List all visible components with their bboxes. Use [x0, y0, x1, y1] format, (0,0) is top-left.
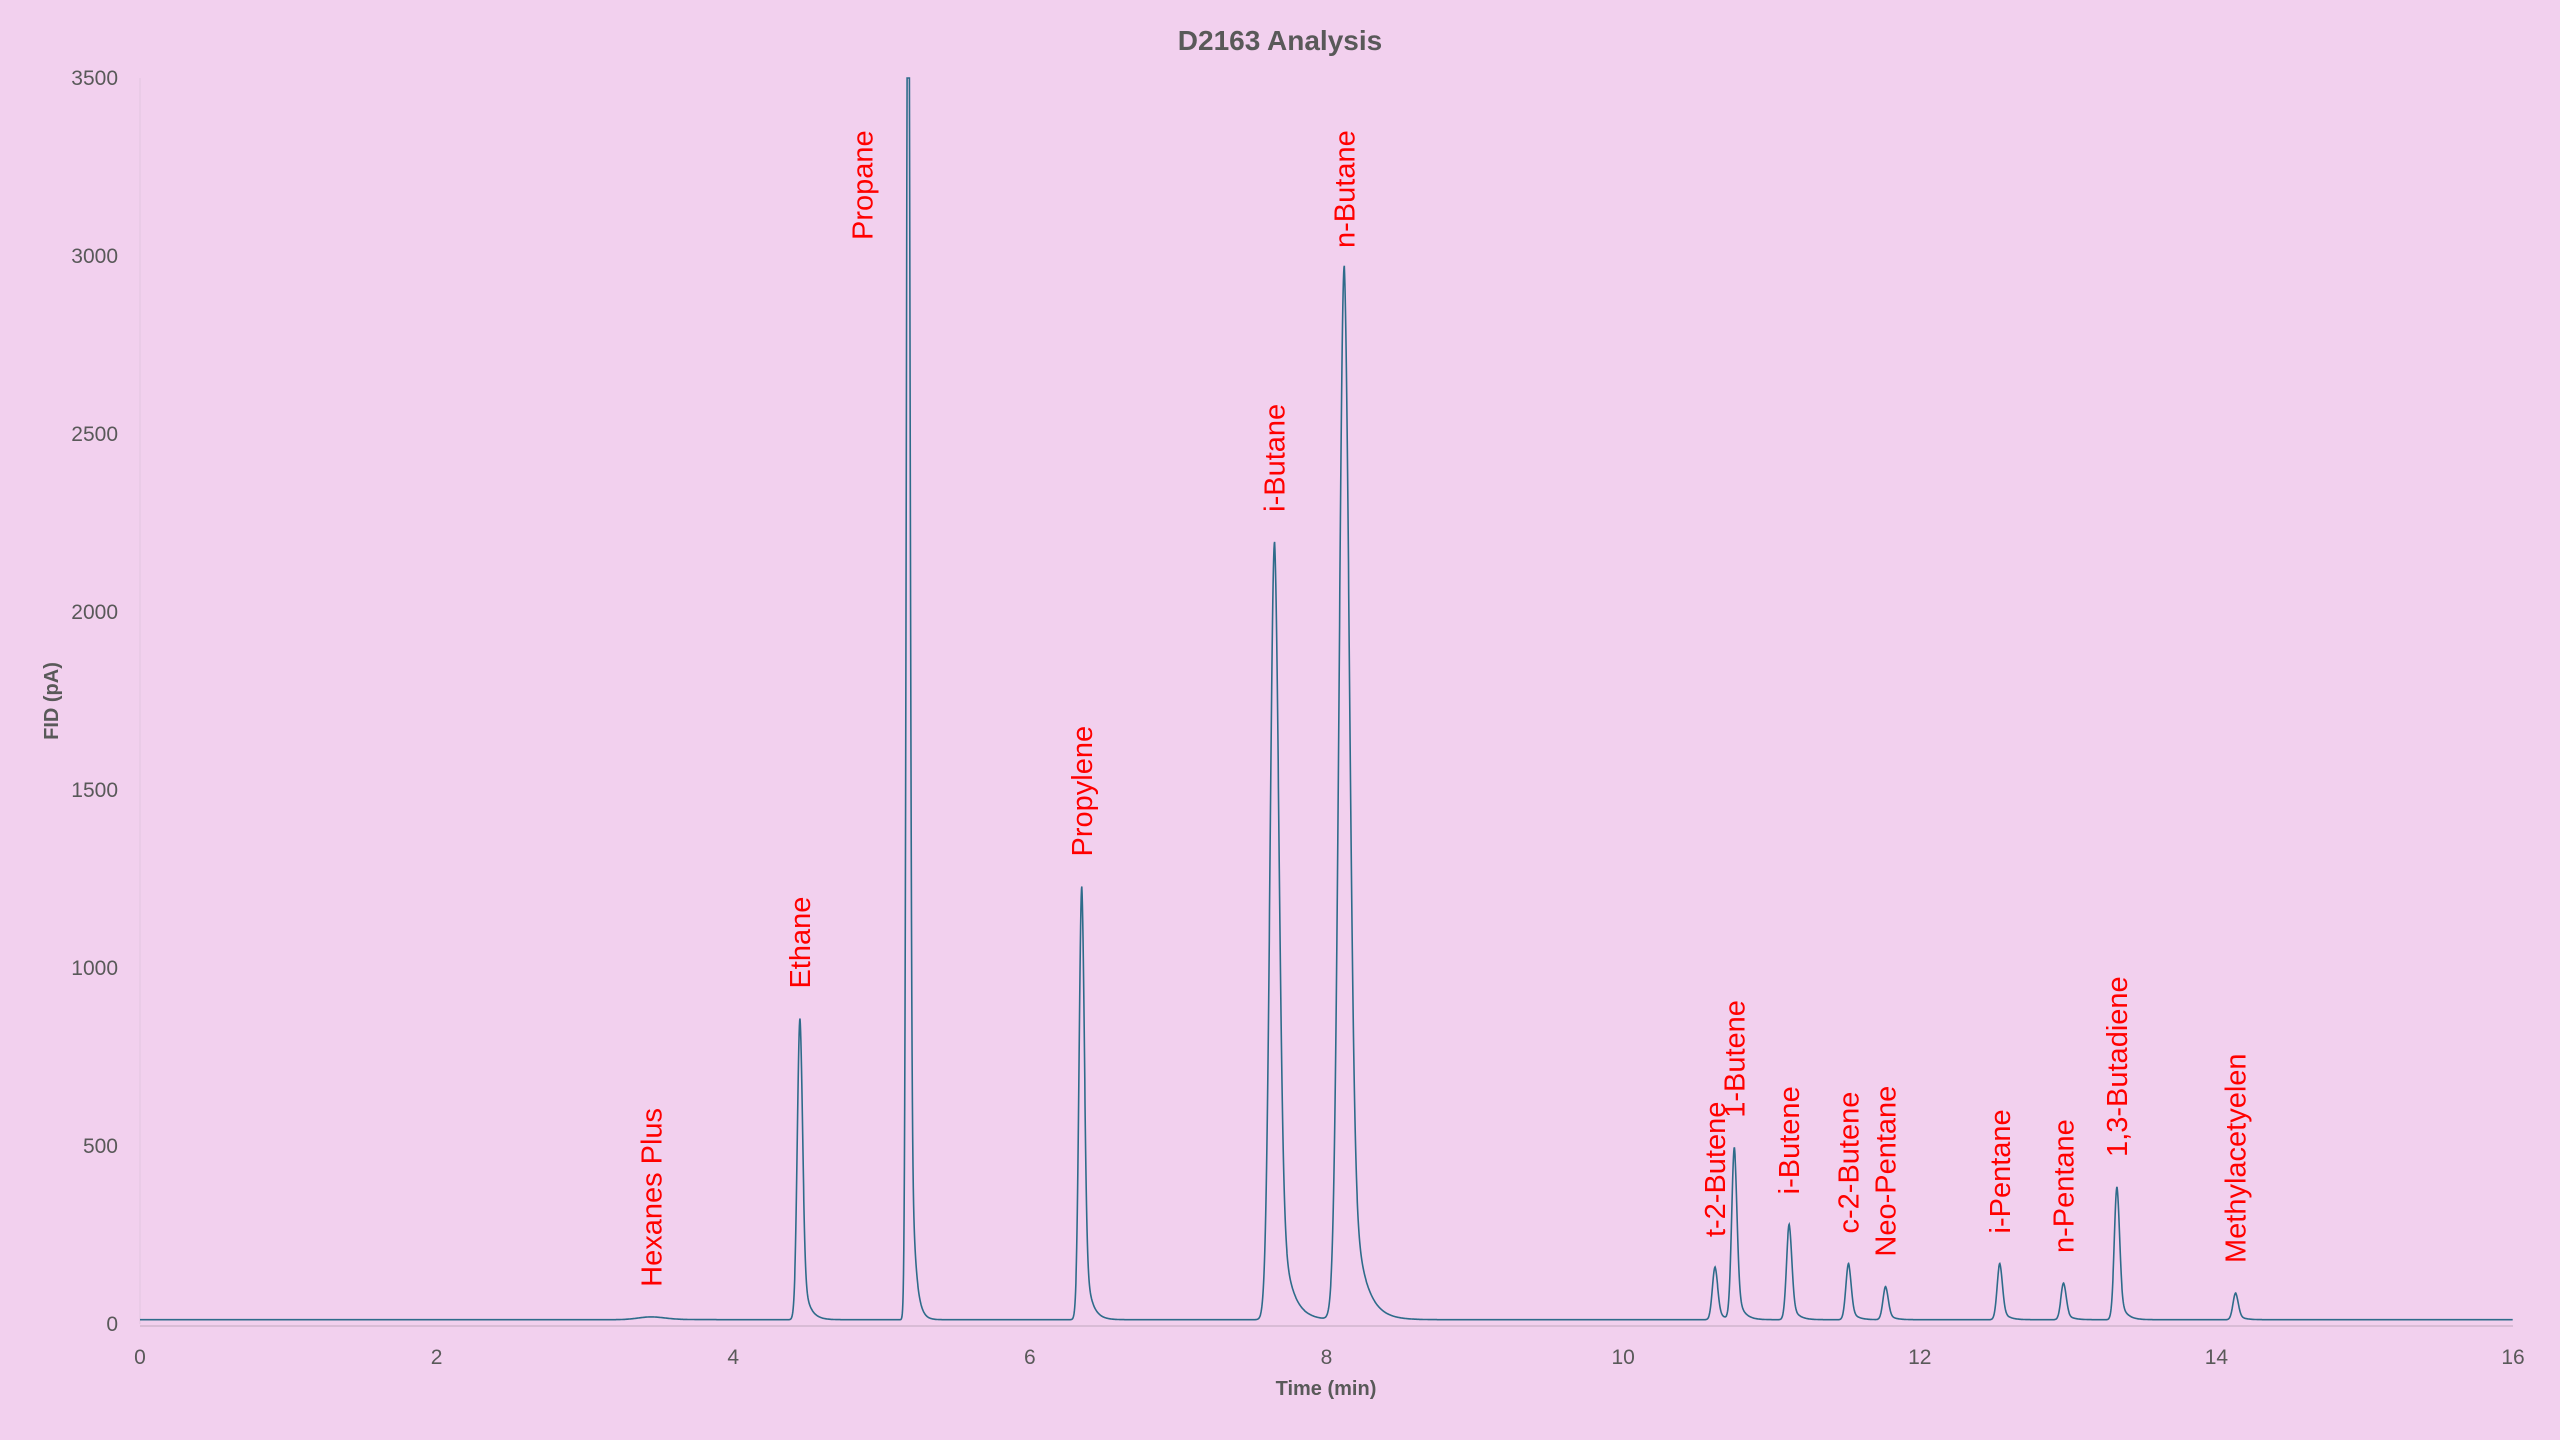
peak-label: 1-Butene	[1719, 1000, 1751, 1118]
y-tick-label: 1500	[71, 779, 118, 802]
peak-label: c-2-Butene	[1834, 1092, 1866, 1234]
y-tick-label: 2500	[71, 423, 118, 446]
x-tick-label: 4	[727, 1346, 739, 1369]
peak-label: i-Butene	[1774, 1086, 1806, 1194]
y-tick-label: 3000	[71, 245, 118, 268]
x-tick-label: 6	[1024, 1346, 1036, 1369]
y-tick-label: 1000	[71, 957, 118, 980]
x-tick-label: 10	[1611, 1346, 1634, 1369]
signal-trace	[140, 77, 2513, 1321]
x-tick-label: 0	[134, 1346, 146, 1369]
y-tick-label: 2000	[71, 601, 118, 624]
x-tick-label: 14	[2205, 1346, 2229, 1369]
peak-label: Propylene	[1067, 726, 1099, 857]
chart-title: D2163 Analysis	[1178, 25, 1382, 56]
y-tick-label: 3500	[71, 67, 118, 90]
y-tick-label: 500	[83, 1135, 118, 1158]
peak-label: Neo-Pentane	[1871, 1086, 1903, 1257]
y-axis-title: FID (pA)	[41, 662, 63, 740]
peak-label: t-2-Butene	[1700, 1102, 1732, 1237]
peak-label: Methylacetyelen	[2221, 1053, 2253, 1263]
x-axis-title: Time (min)	[1276, 1378, 1377, 1400]
x-tick-label: 2	[431, 1346, 443, 1369]
x-tick-label: 8	[1321, 1346, 1333, 1369]
peak-label: Propane	[847, 130, 879, 240]
peak-label: i-Pentane	[1985, 1109, 2017, 1233]
x-tick-label: 16	[2501, 1346, 2524, 1369]
peak-label: n-Pentane	[2049, 1119, 2081, 1253]
peak-label: i-Butane	[1260, 404, 1292, 512]
x-tick-label: 12	[1908, 1346, 1931, 1369]
peak-label: Hexanes Plus	[637, 1108, 669, 1287]
peak-label: n-Butane	[1329, 130, 1361, 248]
peak-label: Ethane	[785, 897, 817, 989]
peak-label: 1,3-Butadiene	[2102, 976, 2134, 1157]
y-tick-label: 0	[106, 1313, 118, 1336]
